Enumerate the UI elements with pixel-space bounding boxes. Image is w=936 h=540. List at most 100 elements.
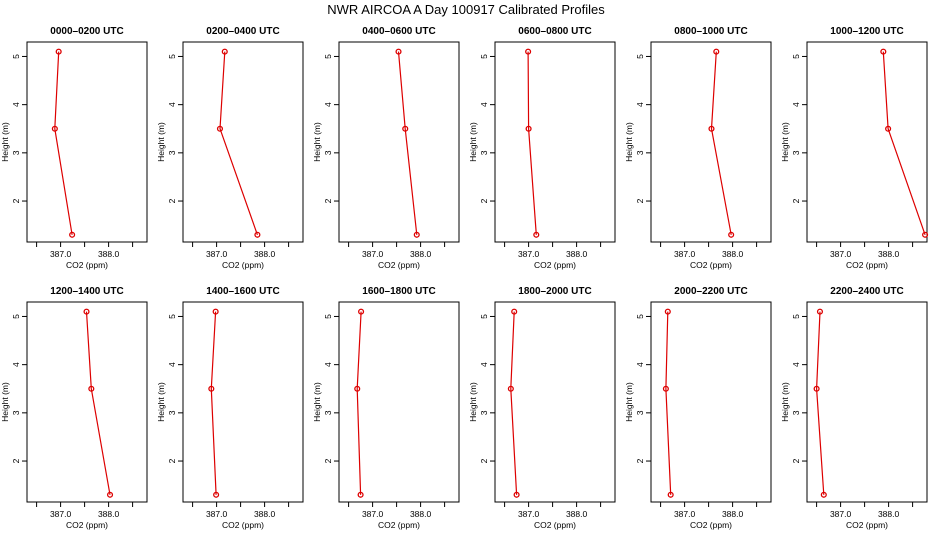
y-tick-label: 2 [791,458,801,463]
x-axis-label: CO2 (ppm) [690,520,732,530]
y-tick-label: 5 [791,314,801,319]
panel-11: 2000–2200 UTC 387.0 388.0 2 3 4 5 CO2 (ppm) Heig… [624,286,772,530]
y-axis-label: Height (m) [0,382,10,422]
profile-line [510,311,518,495]
y-tick-label: 2 [635,458,645,463]
x-tick-label: 387.0 [674,249,696,259]
y-tick-label: 4 [323,362,333,367]
data-point [213,491,220,498]
profile-line [85,311,111,495]
plot-frame [182,41,304,243]
x-tick-label: 388.0 [878,509,900,519]
y-axis-label: Height (m) [780,122,790,162]
y-axis-label: Height (m) [780,382,790,422]
data-point [221,48,228,55]
y-axis-label: Height (m) [312,122,322,162]
y-tick-label: 5 [11,314,21,319]
panel-title: 0200–0400 UTC [206,26,279,37]
x-axis-label: CO2 (ppm) [846,260,888,270]
y-tick-label: 2 [479,198,489,203]
y-axis-label: Height (m) [468,122,478,162]
plot-frame [182,301,304,503]
panels-group: 0000–0200 UTC 387.0 388.0 2 3 4 5 CO2 (ppm) Heig… [0,26,929,530]
x-axis-label: CO2 (ppm) [66,260,108,270]
data-point [662,385,669,392]
y-tick-label: 3 [479,410,489,415]
data-point [533,231,540,238]
panel-6: 1000–1200 UTC 387.0 388.0 2 3 4 5 CO2 (ppm) Heig… [780,26,929,270]
x-tick-label: 388.0 [98,509,120,519]
y-tick-label: 4 [635,362,645,367]
profile-line [710,51,732,235]
data-point [922,231,929,238]
y-tick-label: 5 [635,314,645,319]
panel-title: 2200–2400 UTC [830,286,903,297]
data-point [106,491,114,498]
y-tick-label: 4 [11,362,21,367]
x-tick-label: 388.0 [878,249,900,259]
y-tick-label: 3 [323,410,333,415]
panel-title: 0400–0600 UTC [362,26,435,37]
plot-frame [338,301,460,503]
panel-title: 1400–1600 UTC [206,286,279,297]
y-tick-label: 3 [167,150,177,155]
profile-line [219,51,258,235]
y-tick-label: 4 [479,102,489,107]
profile-line [665,311,672,495]
x-tick-label: 387.0 [830,249,852,259]
x-axis-label: CO2 (ppm) [534,260,576,270]
y-tick-label: 3 [479,150,489,155]
y-tick-label: 5 [323,54,333,59]
data-point [820,491,827,498]
x-axis-label: CO2 (ppm) [66,520,108,530]
data-point [357,491,364,498]
panel-3: 0400–0600 UTC 387.0 388.0 2 3 4 5 CO2 (ppm) Heig… [312,26,460,270]
y-tick-label: 5 [791,54,801,59]
panel-title: 1800–2000 UTC [518,286,591,297]
panel-title: 1200–1400 UTC [50,286,123,297]
x-tick-label: 387.0 [362,509,384,519]
y-tick-label: 3 [167,410,177,415]
plot-frame [26,301,148,503]
panel-title: 2000–2200 UTC [674,286,747,297]
x-tick-label: 387.0 [362,249,384,259]
data-point [816,308,824,315]
y-tick-label: 2 [167,198,177,203]
y-axis-label: Height (m) [624,122,634,162]
plot-frame [494,41,616,243]
y-tick-label: 3 [11,150,21,155]
plot-frame [650,301,772,503]
x-tick-label: 387.0 [518,509,540,519]
x-tick-label: 387.0 [518,249,540,259]
data-point [525,125,532,132]
plot-frame [650,41,772,243]
y-tick-label: 4 [479,362,489,367]
x-axis-label: CO2 (ppm) [222,260,264,270]
x-tick-label: 387.0 [206,249,228,259]
panel-7: 1200–1400 UTC 387.0 388.0 2 3 4 5 CO2 (ppm) Heig… [0,286,148,530]
y-tick-label: 2 [11,198,21,203]
y-tick-label: 3 [323,150,333,155]
profile-line [527,51,537,235]
panel-8: 1400–1600 UTC 387.0 388.0 2 3 4 5 CO2 (ppm) Heig… [156,286,304,530]
x-tick-label: 387.0 [50,509,72,519]
x-axis-label: CO2 (ppm) [534,520,576,530]
panel-title: 0000–0200 UTC [50,26,123,37]
x-tick-label: 388.0 [566,249,588,259]
panel-5: 0800–1000 UTC 387.0 388.0 2 3 4 5 CO2 (ppm) Heig… [624,26,772,270]
panel-title: 0600–0800 UTC [518,26,591,37]
y-tick-label: 3 [635,150,645,155]
data-point [525,48,532,55]
data-point [395,48,402,55]
y-tick-label: 2 [167,458,177,463]
data-point [664,308,671,315]
panel-title: 0800–1000 UTC [674,26,747,37]
x-tick-label: 387.0 [206,509,228,519]
panel-title: 1600–1800 UTC [362,286,435,297]
x-tick-label: 388.0 [566,509,588,519]
y-axis-label: Height (m) [156,122,166,162]
y-tick-label: 5 [167,314,177,319]
y-tick-label: 2 [323,198,333,203]
y-axis-label: Height (m) [468,382,478,422]
y-axis-label: Height (m) [156,382,166,422]
